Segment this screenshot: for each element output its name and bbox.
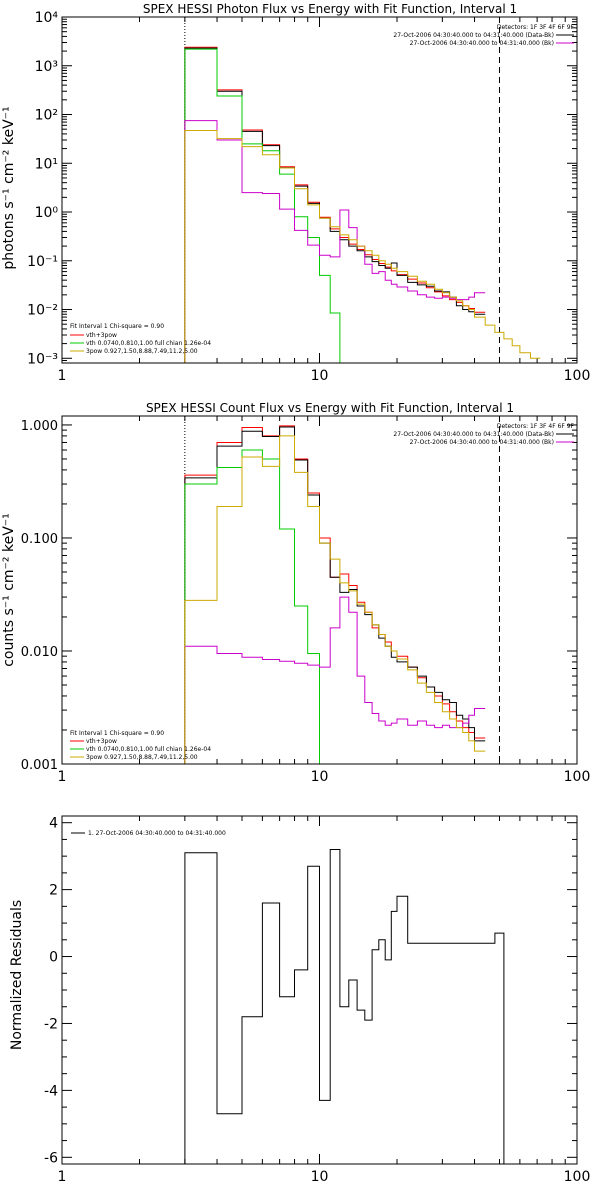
y-axis-label: Normalized Residuals [9,900,25,1050]
legend-entry-vth: vth 0.0740,0.810,1.00 full chian 1.26e-0… [86,340,211,347]
legend-entry: 1. 27-Oct-2006 04:30:40.000 to 04:31:40.… [88,830,226,837]
series-3pow [184,130,541,363]
y-tick-label: -4 [44,1083,58,1099]
legend-entry-vth: vth 0.0740,0.810,1.00 full chian 1.26e-0… [86,746,211,753]
legend-entry-vth3pow: vth+3pow [86,738,117,745]
y-tick-label: 0.001 [21,758,58,773]
y-tick-label: 0.100 [21,532,58,547]
legend-header: Fit Interval 1 Chi-square = 0.90 [70,323,164,330]
x-tick-label: 100 [564,769,591,785]
chart-title: SPEX HESSI Photon Flux vs Energy with Fi… [143,2,517,16]
series-3pow [184,435,486,764]
x-tick-label: 1 [58,1169,67,1185]
plot-frame [61,815,578,1165]
plot-area: 1 10 100 10⁻³ 10⁻² 10⁻¹ 10⁰ 10¹ 10² 10³ 10⁴ [27,10,590,384]
y-tick-label: 10⁻¹ [27,254,58,270]
series-vth [184,48,349,364]
legend-header: Fit Interval 1 Chi-square = 0.90 [70,730,164,737]
y-tick-label: 10⁻² [27,303,58,319]
x-tick-label: 100 [564,368,591,384]
x-tick-label: 10 [311,368,329,384]
plot-frame [61,415,578,765]
detectors-note: Detectors: 1F 3F 4F 6F 9F [497,24,575,31]
series-3pow [184,120,486,363]
y-axis-label: photons s⁻¹ cm⁻² keV⁻¹ [1,106,17,269]
plot-area: 1 10 100 -6 -4 -2 0 2 4 [44,816,590,1185]
y-tick-label: 1.000 [21,419,58,434]
y-tick-label: 10³ [35,59,58,75]
y-tick-label: 10⁰ [35,205,59,221]
panel-count-flux: SPEX HESSI Count Flux vs Energy with Fit… [1,401,590,785]
series-1-27-oct-2006-04-30-40-000-to-04-31-40-000 [184,849,505,1164]
x-tick-label: 100 [564,1169,591,1185]
x-tick-label: 10 [311,1169,329,1185]
plot-area: 1 10 100 0.001 0.010 0.100 1.000 [21,416,591,785]
y-tick-label: 4 [49,816,58,832]
y-tick-label: 10¹ [35,156,58,172]
series-3pow [184,596,486,764]
y-tick-label: -6 [44,1150,58,1166]
legend-entry-vth3pow: vth+3pow [86,332,117,339]
panel-photon-flux: SPEX HESSI Photon Flux vs Energy with Fi… [1,2,590,384]
chart-title: SPEX HESSI Count Flux vs Energy with Fit… [146,401,514,415]
y-tick-label: -2 [44,1016,58,1032]
interval-note-bk: 27-Oct-2006 04:30:40.000 to 04:31:40.000… [410,40,554,47]
y-axis-label: counts s⁻¹ cm⁻² keV⁻¹ [1,513,17,667]
interval-note-bk: 27-Oct-2006 04:30:40.000 to 04:31:40.000… [410,439,554,446]
y-tick-label: 0 [49,950,58,966]
y-tick-label: 0.010 [21,645,58,660]
y-tick-label: 10⁴ [35,10,59,26]
series-vth-3pow [184,425,486,764]
panel-residuals: Normalized Residuals 1 10 100 -6 -4 -2 0 2 4 1. … [9,815,590,1185]
plot-frame [61,16,578,364]
series-vth [184,449,331,765]
x-tick-label: 1 [58,368,67,384]
legend-entry-3pow: 3pow 0.927,1.50,8.88,7.49,11.2,5.00 [86,754,198,761]
interval-note-data: 27-Oct-2006 04:30:40.000 to 04:31:40.000… [393,431,554,438]
series-data [184,426,486,764]
y-tick-label: 10² [35,108,58,124]
y-tick-label: 10⁻³ [27,351,58,367]
interval-note-data: 27-Oct-2006 04:30:40.000 to 04:31:40.000… [393,32,554,39]
legend-entry-3pow: 3pow 0.927,1.50,8.88,7.49,11.2,5.00 [86,348,198,355]
x-tick-label: 1 [58,769,67,785]
series-data [184,47,486,363]
y-tick-label: 2 [49,883,58,899]
series-vth-3pow [184,46,486,363]
detectors-note: Detectors: 1F 3F 4F 6F 9F [497,423,575,430]
x-tick-label: 10 [311,769,329,785]
